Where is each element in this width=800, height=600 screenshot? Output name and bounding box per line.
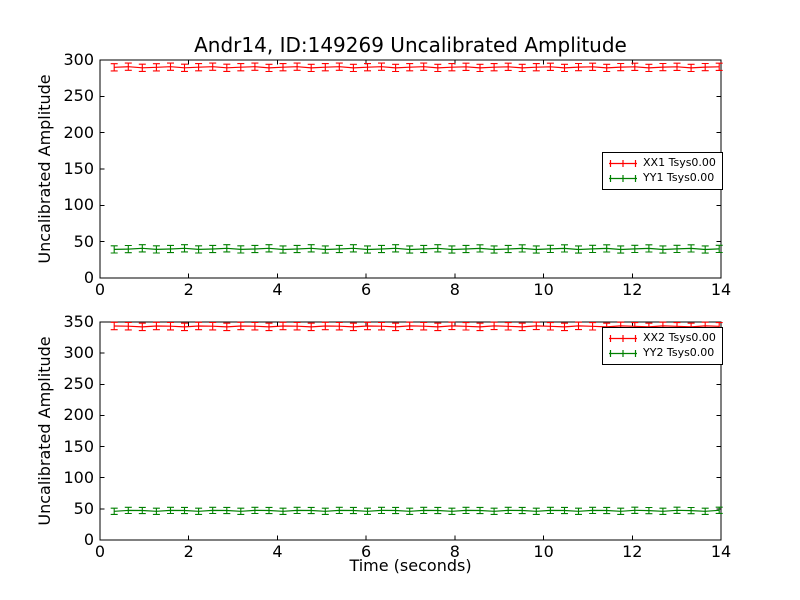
legend-label: YY2 Tsys0.00: [643, 346, 715, 360]
x-tick-label: 10: [533, 542, 554, 561]
series-errorbars-YY1: [110, 244, 723, 254]
x-tick-label: 6: [361, 542, 372, 561]
y-tick-label: 0: [83, 268, 94, 287]
y-tick-label: 200: [63, 122, 94, 142]
series-errorbars-YY2: [110, 506, 723, 515]
x-tick-label: 12: [622, 542, 643, 561]
legend-row: XX1 Tsys0.00: [608, 156, 716, 170]
y-tick-label: 250: [63, 374, 94, 394]
x-tick-label: 2: [183, 280, 194, 299]
y-tick-label: 100: [63, 467, 94, 487]
y-tick-label: 300: [63, 343, 94, 363]
x-tick-label: 8: [449, 542, 460, 561]
legend-label: XX1 Tsys0.00: [643, 156, 716, 169]
y-tick-label: 50: [73, 231, 94, 251]
figure-title: Andr14, ID:149269 Uncalibrated Amplitude: [194, 33, 627, 57]
y-tick-label: 200: [63, 405, 94, 425]
x-tick-label: 14: [710, 280, 732, 299]
x-tick-label: 8: [449, 280, 460, 299]
legend-label: XX2 Tsys0.00: [643, 331, 716, 344]
x-tick-label: 0: [94, 280, 106, 299]
y-axis-label-subplot-2: Uncalibrated Amplitude: [35, 336, 54, 526]
y-tick-label: 150: [63, 159, 94, 178]
y-tick-label: 250: [63, 86, 94, 106]
legend-row: YY2 Tsys0.00: [608, 346, 716, 360]
x-tick-label: 4: [272, 542, 283, 561]
series-errorbars-XX1: [110, 62, 723, 73]
x-tick-label: 2: [183, 542, 194, 561]
legend-label: YY1 Tsys0.00: [643, 171, 715, 185]
series-line-XX2: [114, 325, 720, 328]
errorbar-sample-icon: [609, 174, 637, 182]
x-tick-label: 10: [533, 280, 554, 299]
x-tick-label: 6: [361, 280, 372, 299]
series-line-XX1: [114, 66, 720, 69]
legend-row: YY1 Tsys0.00: [608, 171, 716, 185]
x-axis-label: Time (seconds): [349, 556, 472, 575]
y-tick-label: 100: [63, 195, 94, 215]
errorbar-sample-icon: [609, 159, 637, 167]
legend-row: XX2 Tsys0.00: [608, 331, 716, 345]
series-line-YY2: [114, 509, 720, 512]
errorbar-sample-icon: [609, 334, 637, 342]
y-tick-label: 50: [73, 498, 94, 518]
tick-marks-subplot-2: [99, 321, 722, 541]
series-errorbars-XX2: [110, 321, 723, 332]
x-tick-label: 14: [710, 542, 732, 561]
y-tick-label: 350: [63, 312, 94, 331]
x-tick-label: 4: [272, 280, 283, 299]
y-tick-label: 150: [63, 436, 94, 456]
errorbar-sample-icon: [609, 349, 637, 357]
x-tick-label: 12: [622, 280, 643, 299]
x-tick-label: 0: [94, 542, 106, 561]
legend-subplot-1: XX1 Tsys0.00 YY1 Tsys0.00: [602, 152, 723, 190]
series-line-YY1: [114, 247, 720, 251]
y-tick-label: 300: [63, 50, 94, 69]
y-tick-label: 0: [83, 530, 94, 549]
legend-subplot-2: XX2 Tsys0.00 YY2 Tsys0.00: [602, 327, 723, 365]
